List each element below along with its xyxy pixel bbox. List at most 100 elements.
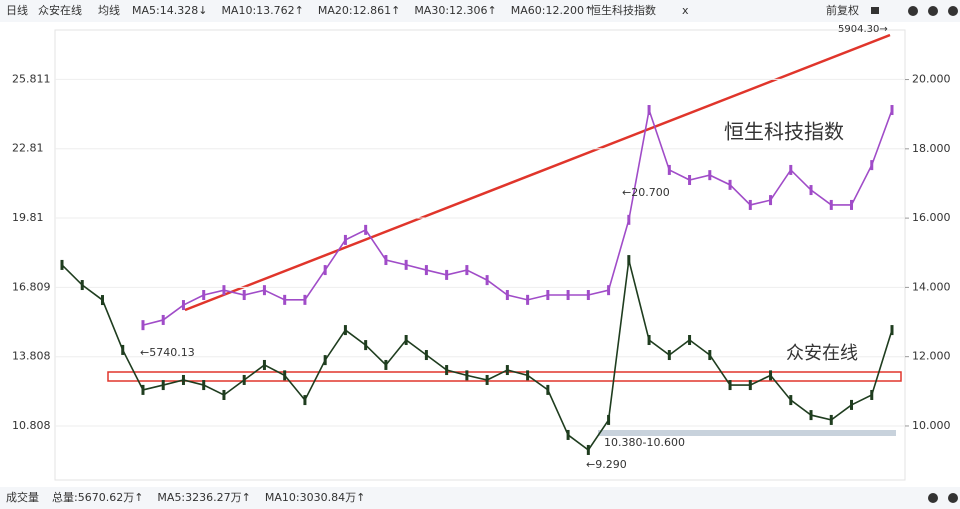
y2-tick-label: 12.000 [912,350,951,363]
y2-tick-label: 14.000 [912,280,951,293]
candle [890,105,894,116]
annotation: 恒生科技指数 [724,120,844,144]
ma-value: MA30:12.306↑ [414,4,496,17]
y2-tick-label: 16.000 [912,211,951,224]
vol-settings[interactable] [928,493,938,503]
ma-value: MA10:13.762↑ [221,4,303,17]
candle [445,365,449,376]
period[interactable]: 日线 [6,3,28,17]
annotation: ←9.290 [586,458,627,471]
candle [708,170,712,181]
candle [607,285,611,296]
candle [242,290,246,301]
candle [505,365,509,376]
candle [485,374,489,385]
candle [384,255,388,266]
candle [546,384,550,395]
candle [647,335,651,346]
zoom-out[interactable] [928,6,938,16]
candle [404,335,408,346]
candle [303,294,307,305]
overlay-name: 恒生科技指数 [590,3,656,17]
annotation: ←5740.13 [140,346,195,359]
y2-tick-label: 20.000 [912,73,951,86]
candle [688,175,692,185]
gap-band [598,430,896,436]
y-tick-label: 16.809 [12,280,51,293]
y2-tick-label: 18.000 [912,142,951,155]
candle [202,290,206,301]
zoom-in[interactable] [908,6,918,16]
candle [242,374,246,385]
candle [769,195,773,206]
candle [485,275,489,286]
candle [769,370,773,381]
candle [141,320,145,331]
y-tick-label: 22.81 [12,142,44,155]
candle [364,224,368,235]
candle [222,285,226,296]
candle [728,179,732,190]
candle [404,259,408,270]
candle [303,395,307,406]
candle [607,414,611,425]
candle [262,359,266,370]
candle [222,389,226,400]
candle [323,265,327,276]
adjust[interactable]: 前复权 [826,3,859,17]
volume-label: 成交量 [6,490,39,504]
candle [627,214,631,225]
candle [748,380,752,391]
annotation: 众安在线 [786,343,858,364]
y-tick-label: 19.81 [12,211,44,224]
candle [526,370,530,381]
candle [161,314,165,325]
toolbar-icons [871,6,958,503]
plot-frame [54,29,906,481]
candle [181,374,185,385]
candle [566,290,570,301]
candle [384,359,388,370]
vol-close[interactable] [948,493,958,503]
candle [283,294,287,305]
candle [364,340,368,351]
candle [343,325,347,336]
annotation: 10.380-10.600 [604,436,685,449]
candle [526,294,530,305]
stock-name: 众安在线 [38,3,82,17]
candle [890,325,894,336]
annotation: 5904.30→ [838,24,888,35]
volume-stat: MA5:3236.27万↑ [157,491,250,504]
candle [850,399,854,410]
candle [809,185,813,196]
lock-icon[interactable] [871,7,879,14]
y-tick-label: 13.808 [12,350,51,363]
footer-bar [0,487,960,509]
candle [343,234,347,245]
candle [586,444,590,455]
candle [283,370,287,381]
candle [667,164,671,175]
ma-value: MA60:12.200↑ [511,4,593,17]
candle [424,265,428,276]
candle [850,199,854,210]
candle [505,290,509,301]
annotation: ←20.700 [622,186,670,199]
candle [667,350,671,361]
candle [627,255,631,266]
candle [647,105,651,116]
candle [323,355,327,366]
candle [161,380,165,391]
volume-stat: MA10:3030.84万↑ [265,491,365,504]
candle [829,414,833,425]
close-overlay[interactable]: x [682,4,689,17]
candle [829,199,833,210]
candle [789,395,793,406]
support-band [107,371,902,382]
ma-label[interactable]: 均线 [98,3,120,17]
settings[interactable] [948,6,958,16]
candle [60,259,64,270]
candle [708,350,712,361]
price-line [61,259,893,452]
